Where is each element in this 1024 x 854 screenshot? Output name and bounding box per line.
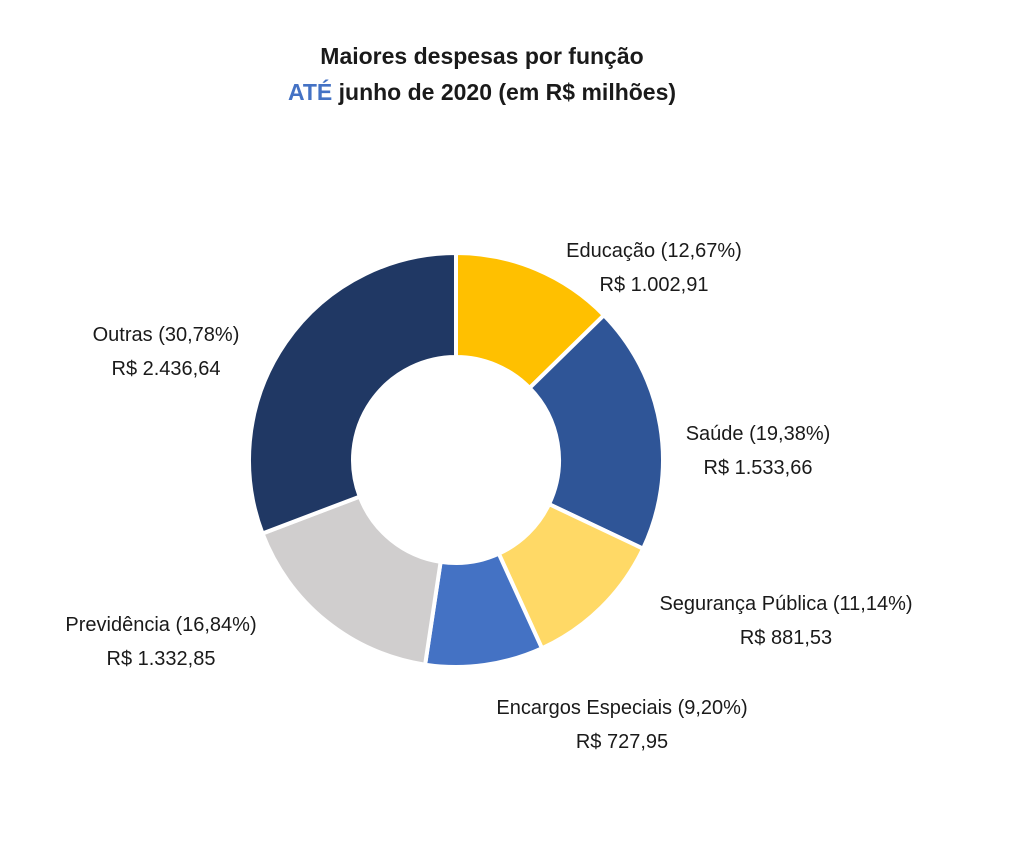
slice-label-name: Encargos Especiais (9,20%): [496, 697, 747, 719]
slice-label-name: Outras (30,78%): [93, 324, 240, 346]
slice-labels: Educação (12,67%) R$ 1.002,91 Saúde (19,38…: [65, 240, 912, 753]
slice-label-value: R$ 1.332,85: [107, 648, 216, 670]
slice-label-value: R$ 727,95: [576, 731, 668, 753]
slice-outras: [247, 250, 458, 537]
slice-label-value: R$ 1.002,91: [600, 274, 709, 296]
slice-label-value: R$ 881,53: [740, 627, 832, 649]
slice-previdencia: [259, 493, 443, 667]
slice-label-name: Educação (12,67%): [566, 240, 742, 262]
slice-label-name: Saúde (19,38%): [686, 423, 831, 445]
slice-label-value: R$ 1.533,66: [704, 457, 813, 479]
slice-label-name: Previdência (16,84%): [65, 614, 256, 636]
chart-subtitle-accent: ATÉ: [287, 79, 333, 105]
chart-title: Maiores despesas por função: [320, 43, 644, 69]
donut-slices: [247, 250, 665, 669]
slice-saude: [526, 312, 665, 552]
slice-label-name: Segurança Pública (11,14%): [659, 593, 912, 615]
chart-subtitle-rest: junho de 2020 (em R$ milhões): [338, 79, 677, 105]
chart-subtitle: ATÉ junho de 2020 (em R$ milhões): [0, 74, 964, 110]
chart-title-block: Maiores despesas por função ATÉ junho de…: [0, 38, 964, 110]
slice-label-value: R$ 2.436,64: [112, 358, 221, 380]
